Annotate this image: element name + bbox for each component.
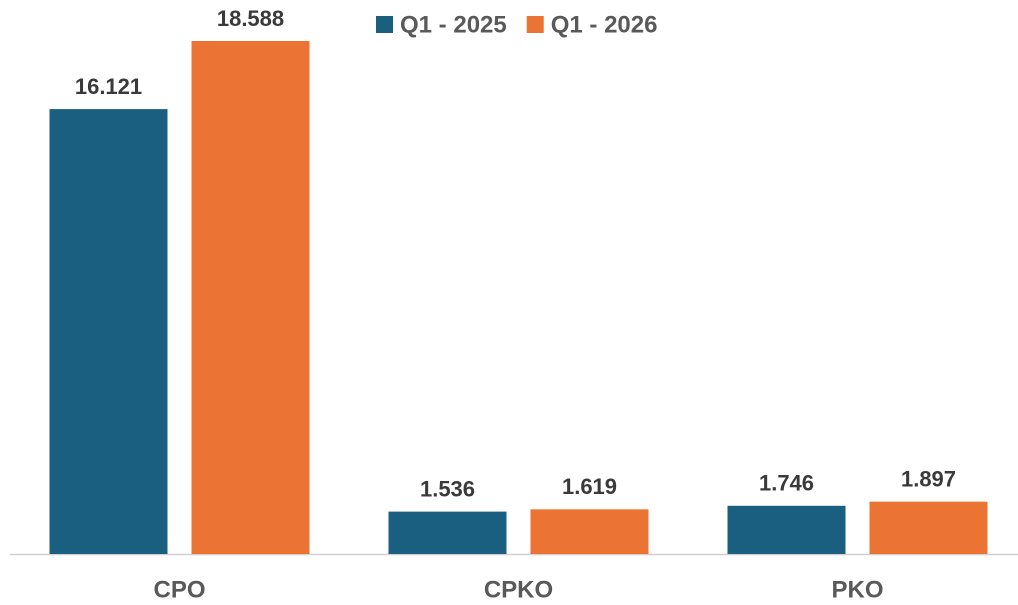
bar — [869, 501, 988, 554]
x-tick-label: CPO — [153, 576, 205, 603]
data-label: 1.897 — [901, 466, 956, 491]
data-label: 16.121 — [75, 74, 142, 99]
bar — [191, 41, 310, 554]
data-label: 1.619 — [562, 474, 617, 499]
data-label: 18.588 — [217, 6, 284, 31]
legend-label: Q1 - 2026 — [551, 11, 658, 38]
bar — [727, 505, 846, 554]
bar — [49, 109, 168, 554]
data-label: 1.536 — [420, 476, 475, 501]
bar — [530, 509, 649, 554]
x-tick-label: CPKO — [484, 576, 553, 603]
legend-swatch — [376, 16, 393, 33]
data-label: 1.746 — [759, 471, 814, 496]
legend-label: Q1 - 2025 — [400, 11, 507, 38]
x-tick-label: PKO — [831, 576, 883, 603]
bar — [388, 511, 507, 554]
legend-swatch — [526, 16, 544, 33]
